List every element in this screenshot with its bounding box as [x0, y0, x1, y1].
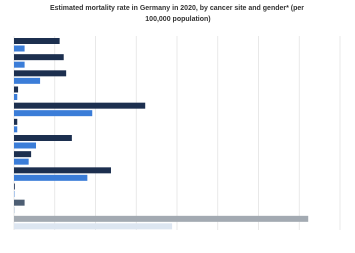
bar — [14, 61, 25, 68]
bar — [14, 45, 25, 52]
bar — [14, 151, 32, 158]
bar — [14, 118, 18, 125]
bar — [14, 77, 41, 84]
bar — [14, 174, 88, 181]
bar — [14, 199, 25, 206]
bar — [14, 223, 173, 230]
bar — [14, 102, 146, 109]
bar — [14, 142, 37, 149]
bar — [14, 183, 15, 190]
bar — [14, 110, 93, 117]
chart-title: Estimated mortality rate in Germany in 2… — [50, 5, 304, 23]
bar — [14, 126, 18, 133]
bar — [14, 70, 67, 77]
bar — [14, 94, 18, 100]
bar — [14, 38, 60, 44]
bar — [14, 167, 111, 174]
bar — [14, 158, 29, 165]
bar — [14, 86, 19, 93]
bar — [14, 54, 64, 61]
bar — [14, 207, 15, 214]
bar — [14, 215, 309, 222]
bar — [14, 135, 72, 141]
